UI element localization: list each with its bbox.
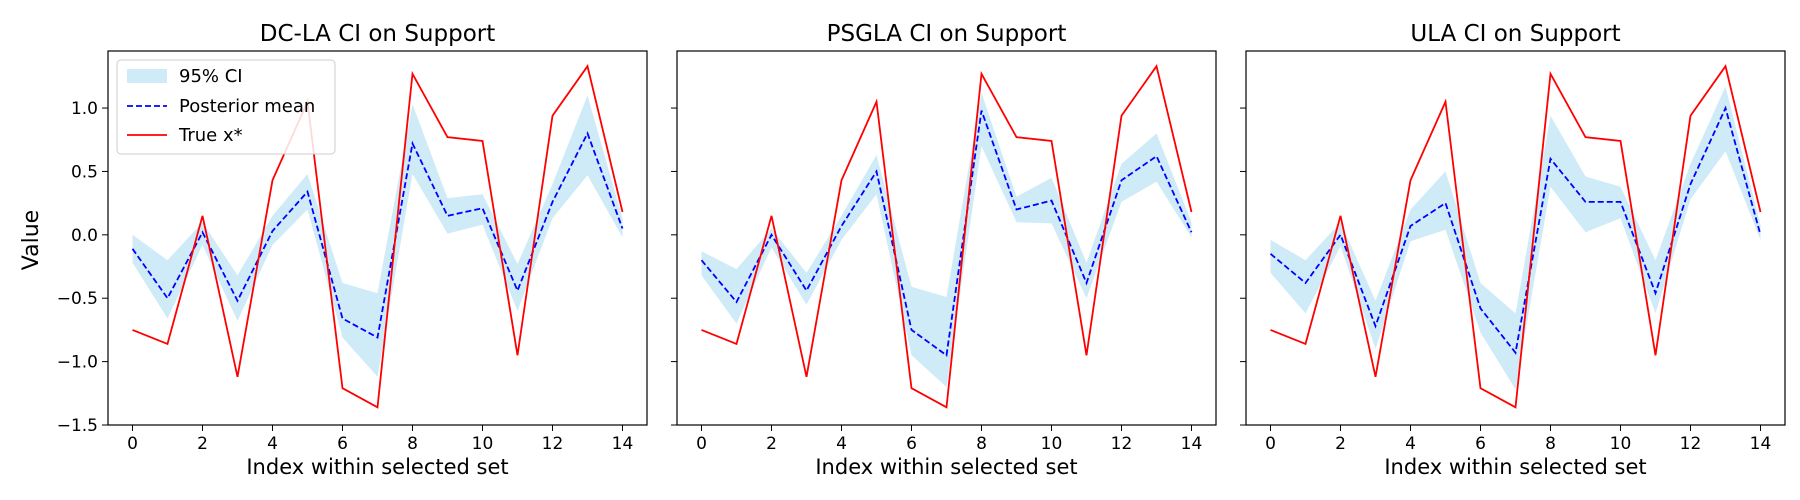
y-tick-label: 0.5 bbox=[71, 162, 98, 182]
x-tick-label: 14 bbox=[1750, 434, 1772, 454]
y-tick-label: 1.0 bbox=[71, 99, 98, 119]
legend-true-label: True x* bbox=[178, 125, 243, 146]
panel-title: DC-LA CI on Support bbox=[260, 21, 496, 47]
legend-mean-label: Posterior mean bbox=[179, 96, 315, 117]
true-x-line bbox=[701, 64, 1193, 409]
axes-frame bbox=[107, 50, 648, 426]
legend: 95% CI Posterior mean True x* bbox=[116, 59, 336, 155]
x-tick-label: 4 bbox=[836, 434, 847, 454]
true-x-line bbox=[132, 64, 624, 409]
x-tick-label: 0 bbox=[696, 434, 707, 454]
x-tick-label: 10 bbox=[472, 434, 494, 454]
posterior-mean-line bbox=[131, 131, 624, 339]
x-tick-label: 12 bbox=[1111, 434, 1133, 454]
true-x-line bbox=[1270, 64, 1762, 409]
x-tick-label: 6 bbox=[337, 434, 348, 454]
x-tick-label: 10 bbox=[1041, 434, 1063, 454]
panel-title: ULA CI on Support bbox=[1410, 21, 1620, 47]
y-tick-label: −0.5 bbox=[57, 289, 98, 309]
x-tick-label: 2 bbox=[197, 434, 208, 454]
y-tick-label: 0.0 bbox=[71, 226, 98, 246]
x-axis-label: Index within selected set bbox=[246, 455, 508, 479]
x-axis-label: Index within selected set bbox=[815, 455, 1077, 479]
ci-band bbox=[701, 92, 1192, 388]
x-tick-label: 12 bbox=[542, 434, 564, 454]
x-tick-label: 0 bbox=[127, 434, 138, 454]
x-tick-label: 0 bbox=[1265, 434, 1276, 454]
shared-y-axis-label: Value bbox=[19, 210, 44, 270]
x-tick-label: 8 bbox=[407, 434, 418, 454]
x-tick-label: 4 bbox=[1405, 434, 1416, 454]
legend-box bbox=[116, 59, 336, 155]
x-tick-label: 12 bbox=[1680, 434, 1702, 454]
panel-1: 0 2 4 6 8 10 12 14 −1.5 −1.0 −0.5 0.0 0.5 1.0 DC-LA CI… bbox=[57, 21, 648, 479]
x-tick-label: 14 bbox=[612, 434, 634, 454]
ci-band bbox=[1270, 86, 1761, 390]
panel-2: 0 2 4 6 8 10 12 14 PSGLA CI on Support Index with… bbox=[671, 21, 1217, 479]
panel-3: 0 2 4 6 8 10 12 14 ULA CI on Support Index within… bbox=[1240, 21, 1786, 479]
axes-frame bbox=[676, 50, 1217, 426]
panel-title: PSGLA CI on Support bbox=[827, 21, 1067, 47]
legend-ci-label: 95% CI bbox=[179, 66, 243, 87]
x-tick-label: 6 bbox=[906, 434, 917, 454]
x-tick-label: 14 bbox=[1181, 434, 1203, 454]
legend-ci-swatch bbox=[127, 69, 167, 83]
x-tick-label: 8 bbox=[1545, 434, 1556, 454]
posterior-mean-line bbox=[700, 110, 1193, 357]
y-tick-label: −1.0 bbox=[57, 353, 98, 373]
axes-frame bbox=[1245, 50, 1786, 426]
x-tick-label: 6 bbox=[1475, 434, 1486, 454]
x-tick-label: 2 bbox=[1335, 434, 1346, 454]
x-tick-label: 8 bbox=[976, 434, 987, 454]
x-tick-label: 10 bbox=[1610, 434, 1632, 454]
x-tick-label: 2 bbox=[766, 434, 777, 454]
y-tick-label: −1.5 bbox=[57, 416, 98, 436]
x-axis-label: Index within selected set bbox=[1384, 455, 1646, 479]
ci-band bbox=[132, 95, 623, 377]
x-tick-label: 4 bbox=[267, 434, 278, 454]
